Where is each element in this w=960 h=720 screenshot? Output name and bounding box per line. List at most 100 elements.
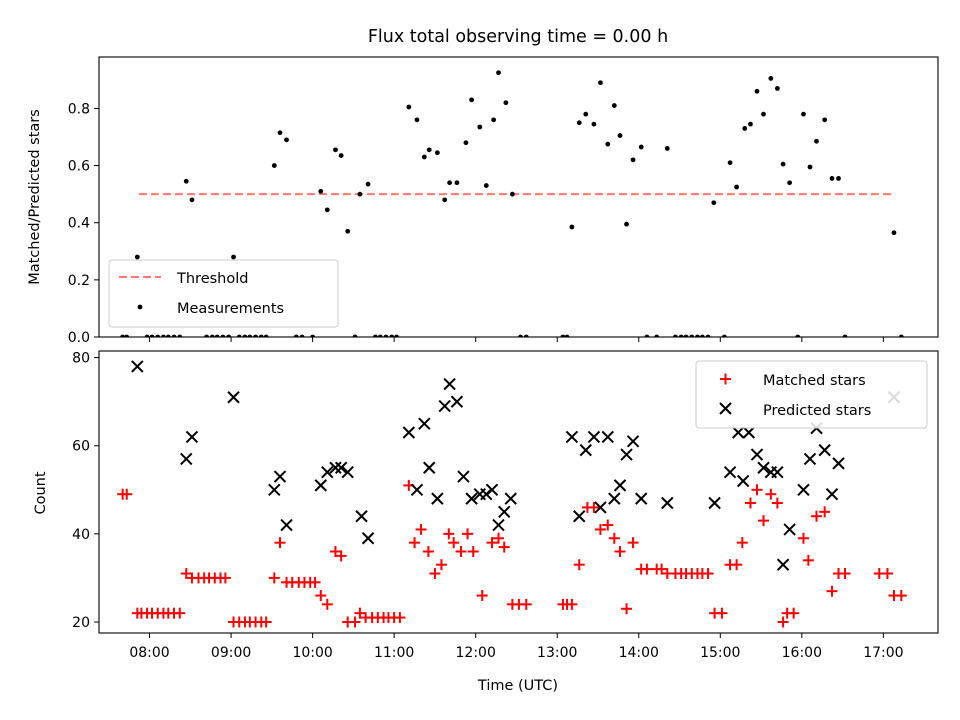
matched-stars-point — [771, 497, 783, 509]
predicted-stars-point — [280, 518, 293, 532]
measurement-point — [189, 197, 195, 203]
predicted-stars-point — [750, 448, 764, 461]
predicted-stars-point — [131, 360, 144, 373]
measurement-point — [689, 334, 695, 337]
predicted-stars-point — [732, 426, 745, 439]
matched-stars-point — [797, 532, 809, 544]
predicted-legend-swatch — [719, 402, 732, 415]
predicted-stars-point — [504, 492, 517, 505]
predicted-stars-point — [601, 430, 614, 444]
measurement-point — [324, 207, 330, 213]
matched-stars-point — [180, 568, 192, 580]
predicted-stars-point — [708, 496, 721, 510]
predicted-stars-point — [661, 496, 674, 510]
ratio-y-tick-label: 0.6 — [68, 159, 90, 175]
ratio-plot-area — [120, 70, 904, 337]
matched-stars-point — [641, 563, 653, 575]
measurement-point — [598, 80, 603, 86]
ratio-legend: Threshold Measurements — [108, 259, 339, 328]
measurement-point — [727, 160, 733, 166]
predicted-stars-point — [587, 430, 601, 444]
measurement-point — [695, 334, 700, 337]
matched-stars-point — [716, 607, 728, 619]
predicted-stars-point — [423, 461, 436, 474]
matched-stars-point — [486, 537, 498, 549]
matched-stars-point — [422, 545, 434, 557]
matched-stars-point — [594, 523, 606, 535]
matched-stars-point — [758, 515, 770, 527]
measurement-point — [247, 334, 253, 337]
matched-stars-point — [394, 612, 406, 624]
matched-stars-point — [819, 506, 831, 518]
matched-stars-point — [493, 532, 505, 544]
predicted-stars-point — [227, 391, 240, 404]
x-tick-label: 12:00 — [456, 645, 496, 661]
matched-stars-point — [349, 616, 361, 628]
measurement-point — [299, 334, 305, 337]
predicted-stars-point — [465, 492, 478, 505]
measurement-point — [564, 334, 570, 337]
count-marks — [117, 360, 907, 628]
matched-stars-point — [627, 537, 639, 549]
measurement-point — [496, 70, 501, 76]
predicted-stars-point — [626, 435, 640, 448]
count-panel: 20 40 60 80 08:00 09:00 10:00 11:00 12:00 13:00 14… — [33, 350, 939, 694]
count-legend: Matched stars Predicted stars — [695, 360, 928, 429]
ratio-legend-box — [108, 259, 339, 328]
predicted-stars-point — [457, 470, 470, 483]
measurement-point — [177, 334, 183, 337]
measurement-point — [442, 197, 448, 203]
measurement-point — [469, 97, 475, 103]
predicted-stars-point — [268, 483, 281, 497]
matched-stars-point — [467, 545, 479, 557]
measurement-point — [271, 163, 277, 168]
measurement-point — [293, 334, 299, 337]
matched-stars-point — [744, 497, 756, 509]
measurement-point — [406, 104, 412, 110]
count-y-axis-label: Count — [33, 471, 49, 514]
predicted-stars-point — [771, 465, 784, 479]
matched-stars-point — [811, 510, 823, 522]
measurement-point — [591, 121, 597, 127]
measurement-point — [242, 334, 248, 337]
measurement-point — [318, 188, 324, 194]
measurement-point — [611, 103, 617, 108]
predicted-stars-point — [321, 465, 334, 479]
count-y-tick-label: 80 — [72, 351, 90, 367]
measurement-point — [373, 334, 378, 337]
x-tick-label: 13:00 — [537, 645, 577, 661]
measurement-point — [678, 334, 684, 337]
measurement-point — [518, 334, 523, 337]
measurement-point — [891, 230, 897, 236]
matched-stars-point — [656, 563, 668, 575]
measurement-point — [560, 334, 566, 337]
matched-stars-point — [274, 537, 286, 549]
matched-stars-point — [566, 598, 578, 610]
measurement-point — [898, 334, 904, 337]
measurement-point — [277, 130, 283, 136]
predicted-stars-point — [443, 377, 456, 391]
predicted-stars-point — [635, 492, 648, 505]
measurement-point — [352, 334, 358, 337]
x-tick-label: 08:00 — [129, 645, 169, 661]
predicted-stars-point — [402, 426, 416, 439]
predicted-stars-point — [797, 483, 810, 497]
measurement-point — [509, 191, 515, 197]
predicted-stars-point — [803, 452, 817, 466]
predicted-stars-point — [431, 492, 444, 505]
predicted-stars-point — [594, 501, 607, 514]
ratio-y-tick-label: 0.0 — [68, 330, 90, 346]
measurement-point — [617, 133, 623, 138]
measurement-point — [842, 334, 848, 337]
measurement-point — [338, 153, 344, 158]
measurement-point — [569, 224, 575, 230]
ratio-y-tick-label: 0.4 — [68, 216, 90, 232]
predicted-stars-point — [818, 443, 831, 457]
count-y-tick-label: 60 — [72, 439, 90, 455]
matched-stars-point — [520, 598, 532, 610]
predicted-stars-point — [185, 430, 199, 444]
measurement-point — [477, 124, 483, 130]
measurement-point — [705, 334, 711, 337]
matched-stars-point — [802, 554, 814, 566]
